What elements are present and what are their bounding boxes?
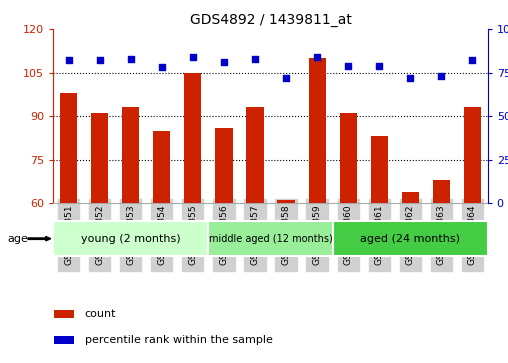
Point <box>282 75 290 81</box>
Point <box>127 56 135 62</box>
Bar <box>122 107 139 203</box>
Point <box>65 57 73 63</box>
Bar <box>54 310 74 318</box>
Point <box>437 73 445 79</box>
Point <box>189 54 197 60</box>
Text: aged (24 months): aged (24 months) <box>360 234 460 244</box>
Bar <box>333 221 488 256</box>
Bar <box>246 107 264 203</box>
Bar <box>208 221 333 256</box>
Bar <box>184 73 202 203</box>
Bar <box>402 192 419 203</box>
Title: GDS4892 / 1439811_at: GDS4892 / 1439811_at <box>189 13 352 26</box>
Point <box>220 59 228 65</box>
Text: percentile rank within the sample: percentile rank within the sample <box>84 335 272 345</box>
Bar <box>308 58 326 203</box>
Point <box>375 63 383 69</box>
Bar <box>215 128 233 203</box>
Bar <box>339 113 357 203</box>
Text: age: age <box>8 234 28 244</box>
Text: middle aged (12 months): middle aged (12 months) <box>209 234 332 244</box>
Bar <box>60 93 77 203</box>
Point <box>344 63 352 69</box>
Bar <box>54 336 74 344</box>
Bar <box>464 107 481 203</box>
Point <box>313 54 321 60</box>
Point <box>158 65 166 70</box>
Text: young (2 months): young (2 months) <box>81 234 181 244</box>
Bar <box>53 221 208 256</box>
Bar <box>433 180 450 203</box>
Point <box>251 56 259 62</box>
Text: count: count <box>84 309 116 319</box>
Bar <box>153 131 171 203</box>
Bar <box>370 136 388 203</box>
Point <box>406 75 414 81</box>
Bar <box>91 113 108 203</box>
Point <box>96 57 104 63</box>
Bar <box>277 200 295 203</box>
Point <box>468 57 476 63</box>
